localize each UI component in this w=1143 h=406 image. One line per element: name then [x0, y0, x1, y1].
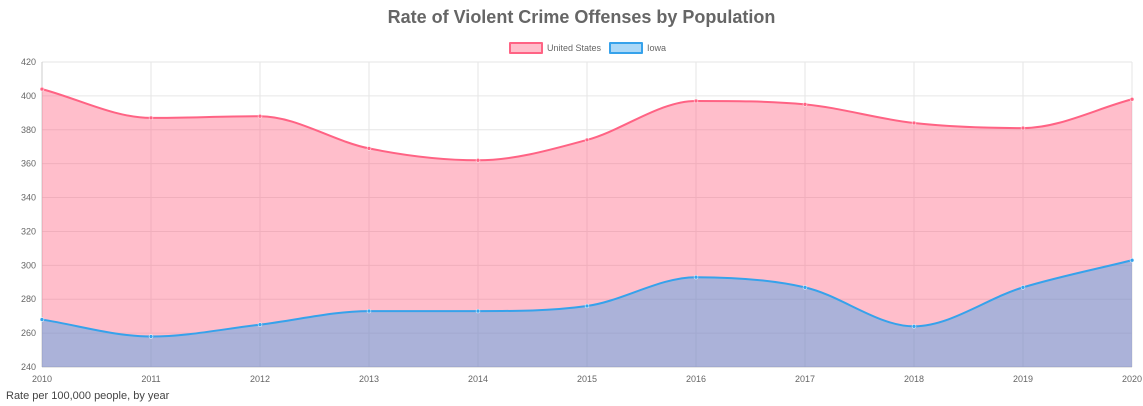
- data-point-us: [1129, 97, 1135, 102]
- legend-item-us[interactable]: United States: [508, 42, 601, 54]
- data-point-us: [39, 86, 45, 92]
- data-point-iowa: [148, 334, 154, 339]
- legend-item-iowa[interactable]: Iowa: [609, 42, 666, 54]
- data-point-us: [802, 102, 808, 107]
- data-point-us: [475, 158, 481, 163]
- data-point-iowa: [39, 317, 45, 322]
- data-point-us: [257, 113, 263, 119]
- data-point-us: [911, 120, 917, 126]
- y-tick-label: 340: [21, 193, 36, 203]
- y-tick-label: 260: [21, 328, 36, 338]
- data-point-iowa: [584, 303, 590, 309]
- data-point-us: [148, 115, 154, 121]
- x-tick-label: 2010: [32, 374, 52, 384]
- x-tick-label: 2015: [577, 374, 597, 384]
- legend: United States Iowa: [0, 42, 1143, 54]
- y-tick-label: 420: [21, 57, 36, 67]
- y-tick-label: 300: [21, 260, 36, 270]
- legend-swatch-us: [508, 42, 543, 54]
- chart-title: Rate of Violent Crime Offenses by Popula…: [387, 7, 776, 27]
- data-point-iowa: [257, 322, 263, 327]
- x-tick-label: 2016: [686, 374, 706, 384]
- data-point-iowa: [1020, 285, 1026, 290]
- data-point-us: [693, 98, 699, 104]
- x-tick-label: 2019: [1013, 374, 1033, 384]
- y-tick-label: 380: [21, 125, 36, 135]
- data-point-us: [1020, 125, 1026, 131]
- y-tick-label: 320: [21, 226, 36, 236]
- legend-label-iowa: Iowa: [647, 43, 667, 53]
- data-point-iowa: [475, 308, 481, 314]
- area-fill-iowa: [42, 260, 1132, 367]
- y-tick-label: 240: [21, 362, 36, 372]
- data-point-iowa: [693, 274, 699, 280]
- y-tick-label: 360: [21, 159, 36, 169]
- x-tick-label: 2014: [468, 374, 488, 384]
- data-point-us: [584, 137, 590, 143]
- x-tick-label: 2011: [141, 374, 160, 384]
- chart-caption: Rate per 100,000 people, by year: [6, 390, 170, 402]
- y-tick-label: 280: [21, 294, 36, 304]
- x-tick-label: 2017: [795, 374, 815, 384]
- data-point-iowa: [802, 285, 808, 290]
- legend-label-us: United States: [546, 43, 601, 53]
- x-tick-label: 2013: [359, 374, 379, 384]
- data-point-us: [366, 146, 372, 151]
- data-point-iowa: [366, 308, 372, 314]
- legend-swatch-iowa: [609, 42, 643, 54]
- x-tick-label: 2020: [1122, 374, 1142, 384]
- data-point-iowa: [1129, 258, 1135, 263]
- x-tick-label: 2012: [250, 374, 270, 384]
- area-fill-us: [42, 89, 1132, 367]
- y-tick-label: 400: [21, 91, 36, 101]
- data-point-iowa: [911, 324, 917, 329]
- x-tick-label: 2018: [904, 374, 924, 384]
